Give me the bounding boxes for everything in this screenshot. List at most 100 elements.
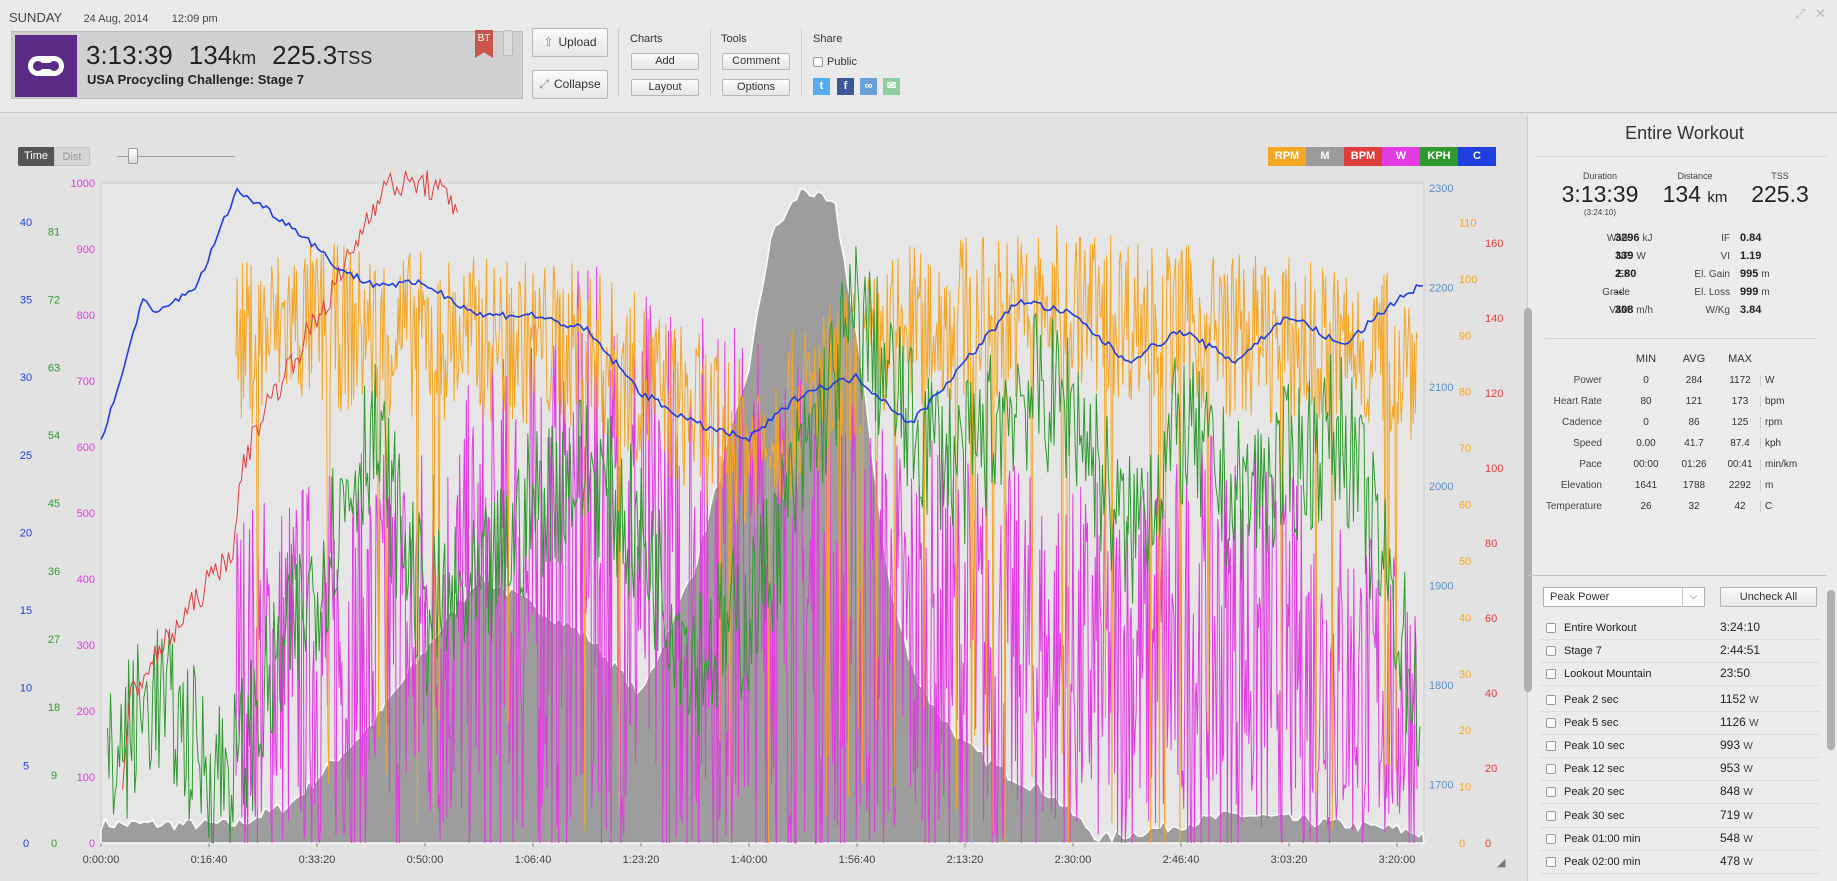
legend-bpm[interactable]: BPM [1344,147,1382,166]
email-icon[interactable]: ✉ [883,78,900,95]
x-tick-label: 1:56:40 [839,854,876,866]
range-checkbox[interactable] [1546,787,1556,798]
legend-rpm[interactable]: RPM [1268,147,1306,166]
workout-chart[interactable]: 0:00:00 0:16:40 0:33:20 0:50:00 1:06:40 1:23:… [0,170,1527,881]
y-tick-label-temp-c: 35 [20,294,32,306]
panel-distance: Distance 134 km [1655,171,1735,208]
y-tick-label-temp-c: 25 [20,450,32,462]
range-row[interactable]: Peak 01:00 min 548 W [1540,828,1820,851]
stat-value: 339 W [1615,250,1646,262]
minmax-row-label: Elevation [1560,480,1602,491]
stat-label: IF [1721,233,1730,244]
range-row[interactable]: Peak 20 sec 848 W [1540,781,1820,805]
panel-scrollbar[interactable] [1827,590,1835,750]
range-row[interactable]: Peak 10 sec 993 W [1540,735,1820,758]
minmax-row-label: Power [1573,375,1602,386]
comment-button[interactable]: Comment [722,53,790,70]
legend-m[interactable]: M [1306,147,1344,166]
y-tick-label-cadence-rpm: 50 [1459,556,1471,568]
chart-scrollbar[interactable] [1524,308,1532,692]
minmax-avg: 121 [1685,396,1703,407]
expand-icon[interactable]: ⤢ [1795,6,1806,21]
y-tick-label-power-w: 0 [89,838,95,850]
bike-chain-icon [28,56,64,76]
range-row[interactable]: Peak 30 sec 719 W [1540,805,1820,828]
range-unit: W [1743,787,1753,799]
minmax-row-label: Cadence [1561,417,1602,428]
range-number: 848 [1720,784,1741,799]
range-checkbox[interactable] [1546,669,1556,680]
y-tick-label-speed-kph: 72 [48,294,60,306]
minmax-avg: 284 [1685,375,1703,386]
link-icon[interactable]: ∞ [860,78,877,95]
range-row[interactable]: Peak 02:00 min 478 W [1540,851,1820,874]
upload-button[interactable]: ⇧ Upload [532,28,608,57]
add-chart-button[interactable]: Add [631,53,699,70]
range-number: 993 [1720,738,1741,752]
range-type-select[interactable]: Peak Power ⌵ [1543,587,1705,607]
range-number: 1126 [1720,714,1746,729]
y-tick-label-elevation-m: 2300 [1429,183,1453,195]
twitter-icon[interactable]: t [813,78,830,95]
range-name: Peak 10 sec [1564,740,1625,752]
collapse-button[interactable]: ⤢ Collapse [532,70,608,99]
range-value: 23:50 [1720,666,1750,680]
range-row[interactable]: Lookout Mountain 23:50 [1540,663,1820,687]
y-tick-label-power-w: 900 [77,244,95,256]
legend-c[interactable]: C [1458,147,1496,166]
uncheck-all-button[interactable]: Uncheck All [1720,587,1817,607]
range-checkbox[interactable] [1546,717,1556,728]
options-button[interactable]: Options [722,79,790,96]
y-tick-label-temp-c: 5 [23,760,29,772]
y-tick-label-heart-bpm: 40 [1485,688,1497,700]
time-toggle[interactable]: Time [18,147,54,166]
legend-kph[interactable]: KPH [1420,147,1458,166]
range-checkbox[interactable] [1546,646,1556,657]
y-tick-label-power-w: 600 [77,442,95,454]
x-tick-label: 1:23:20 [623,854,660,866]
range-row[interactable]: Stage 7 2:44:51 [1540,640,1820,664]
bt-bookmark-badge[interactable]: BT [475,30,493,58]
range-row[interactable]: Peak 2 sec 1152 W [1540,689,1820,712]
y-tick-label-elevation-m: 1900 [1429,581,1453,593]
range-checkbox[interactable] [1546,857,1556,867]
y-tick-label-cadence-rpm: 30 [1459,669,1471,681]
range-checkbox[interactable] [1546,833,1556,844]
series-cadence-line [235,225,1418,844]
minmax-min: 26 [1640,501,1652,512]
range-unit: W [1743,833,1753,845]
layout-button[interactable]: Layout [631,79,699,96]
summary-grip-handle[interactable] [503,30,513,56]
minmax-avg: 01:26 [1681,459,1707,470]
range-row[interactable]: Entire Workout 3:24:10 [1540,617,1820,640]
x-tick-label: 3:03:20 [1271,854,1308,866]
range-checkbox[interactable] [1546,764,1556,775]
workout-day: SUNDAY [9,10,63,25]
dist-toggle[interactable]: Dist [54,147,90,166]
range-name: Peak 30 sec [1564,809,1625,822]
range-checkbox[interactable] [1546,810,1556,821]
summary-tss-unit: TSS [337,48,373,68]
minmax-unit: min/km [1760,459,1797,470]
resize-handle-icon[interactable]: ◢ [1497,857,1506,869]
y-tick-label-cadence-rpm: 80 [1459,387,1471,399]
public-checkbox[interactable] [813,57,823,67]
zoom-slider-track[interactable] [117,156,235,157]
range-row[interactable]: Peak 5 sec 1126 W [1540,712,1820,735]
separator [1545,338,1817,339]
range-checkbox[interactable] [1546,623,1556,633]
range-row[interactable]: Peak 12 sec 953 W [1540,758,1820,782]
facebook-icon[interactable]: f [837,78,854,95]
separator [618,28,619,96]
range-checkbox[interactable] [1546,741,1556,751]
y-tick-label-power-w: 300 [77,640,95,652]
y-tick-label-heart-bpm: 80 [1485,538,1497,550]
x-tick-label: 0:33:20 [299,854,336,866]
zoom-slider-handle[interactable] [128,148,138,164]
close-icon[interactable]: ✕ [1815,6,1826,21]
range-number: 3:24:10 [1720,620,1761,634]
range-checkbox[interactable] [1546,694,1556,705]
legend-w[interactable]: W [1382,147,1420,166]
minmax-row-label: Heart Rate [1553,396,1602,407]
stat-number: 999 [1740,286,1759,298]
